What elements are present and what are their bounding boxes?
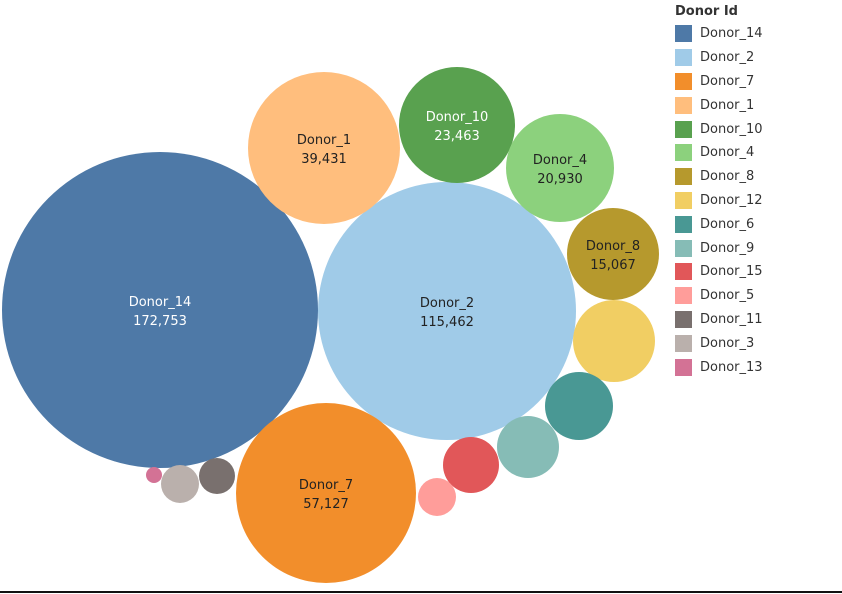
bubble-circle[interactable]	[161, 465, 199, 503]
bubble-circle[interactable]	[506, 114, 614, 222]
bubble-donor-9[interactable]	[497, 416, 559, 478]
bubble-donor-6[interactable]	[545, 372, 613, 440]
bubble-donor-3[interactable]	[161, 465, 199, 503]
bubble-donor-1[interactable]: Donor_1 39,431	[248, 72, 400, 224]
legend: Donor Id Donor_14 Donor_2 Donor_7 Donor_1 Do…	[675, 2, 842, 379]
legend-item[interactable]: Donor_5	[675, 284, 842, 308]
legend-swatch-icon	[675, 191, 692, 209]
bubble-donor-14[interactable]: Donor_14 172,753	[2, 152, 318, 468]
bubble-name-label: Donor_10	[426, 110, 489, 125]
bubble-name-label: Donor_2	[420, 296, 474, 311]
legend-item-label: Donor_1	[700, 97, 755, 113]
bubble-circle[interactable]	[248, 72, 400, 224]
bubble-value-label: 23,463	[434, 129, 480, 144]
legend-item[interactable]: Donor_12	[675, 189, 842, 213]
legend-item-label: Donor_14	[700, 26, 763, 42]
legend-item-label: Donor_7	[700, 73, 755, 89]
bubble-value-label: 57,127	[303, 497, 349, 512]
bubble-value-label: 172,753	[133, 314, 187, 329]
legend-item-label: Donor_11	[700, 311, 763, 327]
legend-swatch-icon	[675, 25, 692, 43]
legend-swatch-icon	[675, 310, 692, 328]
legend-swatch-icon	[675, 144, 692, 162]
bubble-circle[interactable]	[545, 372, 613, 440]
legend-item[interactable]: Donor_11	[675, 308, 842, 332]
bubble-name-label: Donor_14	[129, 295, 192, 310]
legend-item[interactable]: Donor_14	[675, 22, 842, 46]
bubble-circle[interactable]	[236, 403, 416, 583]
legend-item[interactable]: Donor_9	[675, 236, 842, 260]
legend-swatch-icon	[675, 120, 692, 138]
bubble-circle[interactable]	[318, 182, 576, 440]
bubble-value-label: 39,431	[301, 152, 347, 167]
legend-item-label: Donor_13	[700, 359, 763, 375]
bubble-donor-7[interactable]: Donor_7 57,127	[236, 403, 416, 583]
bubble-donor-13[interactable]	[146, 467, 162, 483]
bubble-donor-11[interactable]	[199, 458, 235, 494]
legend-title: Donor Id	[675, 4, 738, 19]
legend-item[interactable]: Donor_7	[675, 70, 842, 94]
legend-item-label: Donor_10	[700, 121, 763, 137]
legend-item[interactable]: Donor_10	[675, 117, 842, 141]
bubble-donor-5[interactable]	[418, 478, 456, 516]
legend-swatch-icon	[675, 263, 692, 281]
legend-item-label: Donor_2	[700, 50, 755, 66]
bubble-name-label: Donor_7	[299, 478, 353, 493]
legend-swatch-icon	[675, 287, 692, 305]
bubble-value-label: 20,930	[537, 172, 583, 187]
legend-item[interactable]: Donor_8	[675, 165, 842, 189]
legend-swatch-icon	[675, 358, 692, 376]
legend-swatch-icon	[675, 334, 692, 352]
bubble-value-label: 15,067	[590, 258, 636, 273]
bubble-circle[interactable]	[2, 152, 318, 468]
bubble-name-label: Donor_1	[297, 133, 351, 148]
legend-swatch-icon	[675, 49, 692, 67]
legend-item[interactable]: Donor_3	[675, 331, 842, 355]
bubble-circle[interactable]	[199, 458, 235, 494]
bubble-donor-2[interactable]: Donor_2 115,462	[318, 182, 576, 440]
legend-item[interactable]: Donor_4	[675, 141, 842, 165]
bubble-value-label: 115,462	[420, 315, 474, 330]
legend-item[interactable]: Donor_15	[675, 260, 842, 284]
legend-item-label: Donor_8	[700, 169, 755, 185]
legend-item-label: Donor_9	[700, 240, 755, 256]
bubble-donor-10[interactable]: Donor_10 23,463	[399, 67, 515, 183]
legend-item-label: Donor_4	[700, 145, 755, 161]
legend-item-label: Donor_15	[700, 264, 763, 280]
legend-item[interactable]: Donor_2	[675, 46, 842, 70]
legend-swatch-icon	[675, 72, 692, 90]
bubble-circle[interactable]	[567, 208, 659, 300]
bubble-circle[interactable]	[443, 437, 499, 493]
legend-items: Donor_14 Donor_2 Donor_7 Donor_1 Donor_10 Don…	[675, 22, 842, 379]
legend-item[interactable]: Donor_6	[675, 212, 842, 236]
bubble-name-label: Donor_4	[533, 153, 587, 168]
bubble-circle[interactable]	[399, 67, 515, 183]
legend-item-label: Donor_3	[700, 335, 755, 351]
legend-item-label: Donor_6	[700, 216, 755, 232]
bubble-circle[interactable]	[573, 300, 655, 382]
legend-swatch-icon	[675, 239, 692, 257]
bubble-donor-4[interactable]: Donor_4 20,930	[506, 114, 614, 222]
legend-item-label: Donor_12	[700, 192, 763, 208]
bubble-donor-15[interactable]	[443, 437, 499, 493]
legend-swatch-icon	[675, 215, 692, 233]
bottom-border	[0, 591, 842, 593]
legend-item[interactable]: Donor_13	[675, 355, 842, 379]
legend-swatch-icon	[675, 96, 692, 114]
bubble-circle[interactable]	[146, 467, 162, 483]
bubble-donor-12[interactable]	[573, 300, 655, 382]
bubble-circle[interactable]	[497, 416, 559, 478]
legend-swatch-icon	[675, 168, 692, 186]
legend-item-label: Donor_5	[700, 288, 755, 304]
bubble-name-label: Donor_8	[586, 239, 640, 254]
bubble-circle[interactable]	[418, 478, 456, 516]
bubble-donor-8[interactable]: Donor_8 15,067	[567, 208, 659, 300]
legend-item[interactable]: Donor_1	[675, 93, 842, 117]
